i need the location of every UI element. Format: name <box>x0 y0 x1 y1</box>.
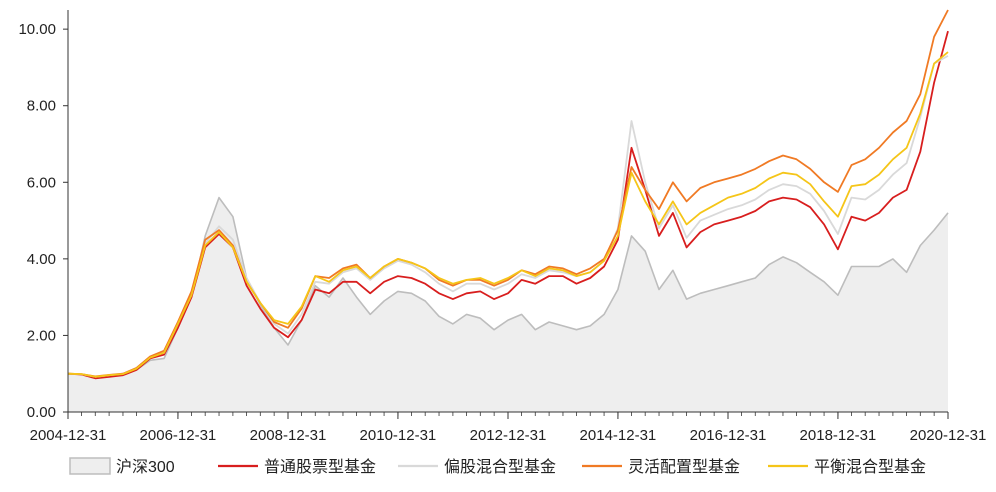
series-line-1 <box>67 30 949 380</box>
x-tick-label: 2008-12-31 <box>250 427 327 444</box>
x-tick-label: 2014-12-31 <box>580 427 657 444</box>
y-tick-label: 2.00 <box>27 327 56 344</box>
x-tick-label: 2020-12-31 <box>910 427 987 444</box>
x-tick-label: 2010-12-31 <box>360 427 437 444</box>
y-tick-label: 10.00 <box>18 21 56 38</box>
x-tick-label: 2006-12-31 <box>140 427 217 444</box>
legend-label-0: 沪深300 <box>116 458 175 476</box>
axes: 0.00 2.00 4.00 6.00 8.00 10.00 2004-12-31 2006-… <box>18 10 986 444</box>
series-area-0 <box>68 197 948 412</box>
series-line-3 <box>67 9 949 378</box>
y-tick-label: 6.00 <box>27 174 56 191</box>
legend-label-3: 灵活配置型基金 <box>628 458 740 476</box>
y-tick-label: 8.00 <box>27 98 56 115</box>
series-line-0 <box>67 196 949 379</box>
x-tick-label: 2018-12-31 <box>800 427 877 444</box>
y-tick-label: 4.00 <box>27 251 56 268</box>
x-tick-label: 2012-12-31 <box>470 427 547 444</box>
x-tick-label: 2016-12-31 <box>690 427 767 444</box>
plot-area <box>67 9 949 412</box>
legend-label-2: 偏股混合型基金 <box>444 458 556 476</box>
legend-label-1: 普通股票型基金 <box>264 458 376 476</box>
series-line-4 <box>67 51 949 378</box>
legend: 沪深300 普通股票型基金 偏股混合型基金 灵活配置型基金 平衡混合型基金 <box>69 457 926 476</box>
legend-swatch-0 <box>69 457 111 475</box>
legend-label-4: 平衡混合型基金 <box>814 458 926 476</box>
y-tick-label: 0.00 <box>27 404 56 421</box>
x-tick-label: 2004-12-31 <box>30 427 107 444</box>
series-line-2 <box>67 55 949 378</box>
